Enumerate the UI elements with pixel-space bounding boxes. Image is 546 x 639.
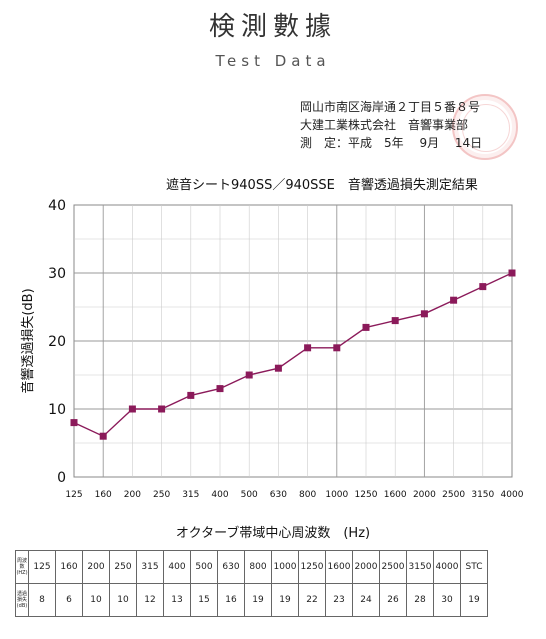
frequency-row: 周波数 (HZ) 125 160 200 250 315 400 500 630 800 1000…	[15, 550, 488, 584]
chart-title: 遮音シート940SS／940SSE 音響透過損失測定結果	[166, 178, 478, 193]
x-tick-label: 400	[211, 490, 228, 500]
table-cell-frequency: 315	[136, 550, 164, 584]
table-cell-value: 28	[406, 583, 434, 617]
data-point	[216, 385, 224, 393]
table-cell-frequency: 1600	[325, 550, 353, 584]
y-tick-label: 30	[48, 266, 66, 282]
seal-stamp	[452, 94, 518, 160]
data-point	[304, 344, 312, 352]
table-cell-frequency: STC	[460, 550, 488, 584]
chart-svg: 0 10 20 30 40 125 160 200 250 315 400 500 630 800 1000…	[20, 198, 524, 500]
data-point	[274, 364, 282, 372]
table-cell-frequency: 125	[28, 550, 56, 584]
table-cell-frequency: 3150	[406, 550, 434, 584]
table-cell-frequency: 2500	[379, 550, 407, 584]
data-point	[128, 405, 136, 413]
table-cell-frequency: 630	[217, 550, 245, 584]
data-point	[508, 269, 516, 277]
page-subtitle: Test Data	[215, 52, 331, 70]
frequency-row-header: 周波数 (HZ)	[15, 550, 29, 584]
table-cell-value: 6	[55, 583, 83, 617]
data-point	[450, 296, 458, 304]
table-cell-value: 24	[352, 583, 380, 617]
x-tick-label: 125	[65, 490, 82, 500]
address-line: 岡山市南区海岸通２丁目５番８号	[300, 100, 481, 114]
x-tick-label: 1000	[325, 490, 348, 500]
table-cell-value: 19	[244, 583, 272, 617]
x-tick-label: 1250	[355, 490, 378, 500]
x-axis-label: オクターブ帯域中心周波数 (Hz)	[175, 526, 371, 541]
table-cell-frequency: 250	[109, 550, 137, 584]
data-point	[187, 391, 195, 399]
data-point	[158, 405, 166, 413]
data-point	[245, 371, 253, 379]
x-tick-label: 500	[241, 490, 258, 500]
table-cell-value: 10	[109, 583, 137, 617]
y-tick-label: 10	[48, 402, 66, 418]
x-tick-label: 160	[95, 490, 112, 500]
table-cell-value: 12	[136, 583, 164, 617]
table-cell-value: 19	[271, 583, 299, 617]
x-tick-label: 250	[153, 490, 170, 500]
table-cell-frequency: 800	[244, 550, 272, 584]
table-cell-frequency: 160	[55, 550, 83, 584]
table-cell-value: 19	[460, 583, 488, 617]
x-tick-label: 3150	[471, 490, 494, 500]
page-title: 検測數據	[208, 12, 337, 42]
data-point	[333, 344, 341, 352]
data-point	[479, 283, 487, 291]
data-point	[70, 419, 78, 427]
table-cell-frequency: 500	[190, 550, 218, 584]
x-tick-label: 2000	[413, 490, 436, 500]
series-line	[73, 272, 513, 438]
table-cell-value: 16	[217, 583, 245, 617]
table-cell-frequency: 2000	[352, 550, 380, 584]
table-cell-value: 10	[82, 583, 110, 617]
x-tick-label: 2500	[442, 490, 465, 500]
y-tick-label: 20	[48, 334, 66, 350]
company-line: 大建工業株式会社 音響事業部	[300, 118, 469, 132]
data-point	[391, 317, 399, 325]
y-tick-label: 0	[57, 470, 66, 486]
table-cell-value: 30	[433, 583, 461, 617]
x-tick-label: 630	[270, 490, 287, 500]
y-tick-label: 40	[48, 198, 66, 214]
data-table: 周波数 (HZ) 125 160 200 250 315 400 500 630 800 1000…	[15, 550, 488, 617]
table-cell-frequency: 200	[82, 550, 110, 584]
table-cell-value: 8	[28, 583, 56, 617]
date-line: 測 定：平成 5年 9月 14日	[300, 136, 483, 150]
table-cell-value: 13	[163, 583, 191, 617]
data-point	[420, 310, 428, 318]
x-tick-label: 4000	[501, 490, 524, 500]
table-cell-frequency: 400	[163, 550, 191, 584]
x-tick-label: 315	[182, 490, 199, 500]
table-cell-value: 22	[298, 583, 326, 617]
table-cell-value: 26	[379, 583, 407, 617]
table-cell-frequency: 1000	[271, 550, 299, 584]
data-point	[362, 323, 370, 331]
x-tick-label: 1600	[384, 490, 407, 500]
table-cell-value: 23	[325, 583, 353, 617]
value-row: 透過損失 (dB) 8 6 10 10 12 13 15 16 19 19 22 23 24 26 28 30…	[15, 583, 488, 617]
table-cell-frequency: 4000	[433, 550, 461, 584]
y-axis-label: 音響透過損失(dB)	[20, 288, 36, 393]
data-point	[99, 432, 107, 440]
value-row-header: 透過損失 (dB)	[15, 583, 29, 617]
x-tick-label: 200	[124, 490, 141, 500]
x-tick-label: 800	[299, 490, 316, 500]
table-cell-value: 15	[190, 583, 218, 617]
seal-stamp-inner	[462, 104, 510, 152]
table-cell-frequency: 1250	[298, 550, 326, 584]
